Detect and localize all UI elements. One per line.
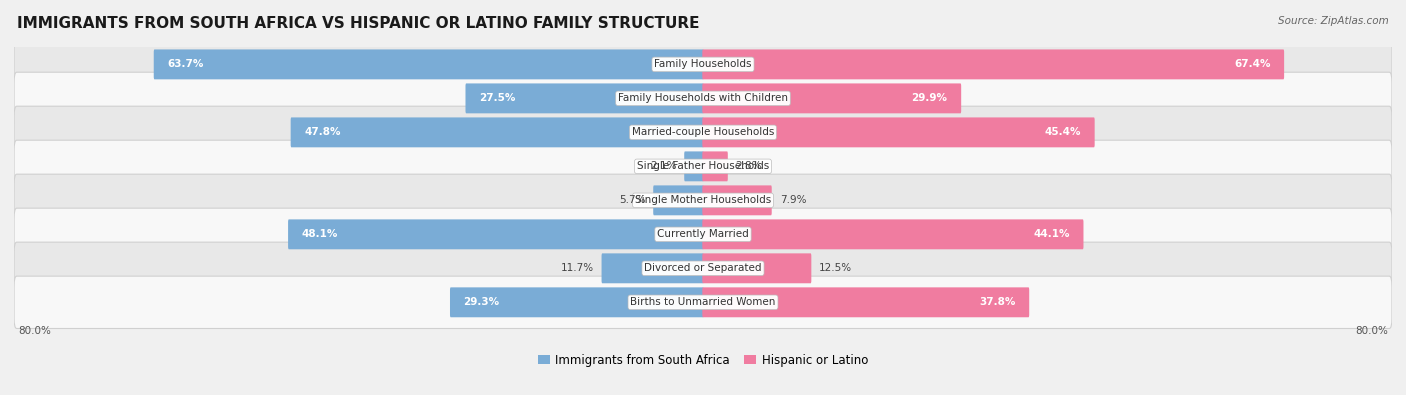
Text: 11.7%: 11.7% — [561, 263, 593, 273]
Text: Births to Unmarried Women: Births to Unmarried Women — [630, 297, 776, 307]
FancyBboxPatch shape — [14, 140, 1392, 192]
Text: 45.4%: 45.4% — [1045, 127, 1081, 137]
FancyBboxPatch shape — [703, 185, 772, 215]
FancyBboxPatch shape — [703, 83, 962, 113]
FancyBboxPatch shape — [703, 253, 811, 283]
FancyBboxPatch shape — [465, 83, 703, 113]
Text: 80.0%: 80.0% — [18, 325, 51, 336]
Text: Family Households with Children: Family Households with Children — [619, 93, 787, 103]
Text: Married-couple Households: Married-couple Households — [631, 127, 775, 137]
Text: 67.4%: 67.4% — [1234, 59, 1271, 70]
Text: Source: ZipAtlas.com: Source: ZipAtlas.com — [1278, 16, 1389, 26]
Text: Currently Married: Currently Married — [657, 229, 749, 239]
FancyBboxPatch shape — [703, 287, 1029, 317]
FancyBboxPatch shape — [14, 38, 1392, 90]
Text: Divorced or Separated: Divorced or Separated — [644, 263, 762, 273]
Text: 37.8%: 37.8% — [979, 297, 1015, 307]
FancyBboxPatch shape — [685, 151, 703, 181]
Text: 2.8%: 2.8% — [735, 162, 762, 171]
FancyBboxPatch shape — [602, 253, 703, 283]
FancyBboxPatch shape — [703, 49, 1284, 79]
FancyBboxPatch shape — [291, 117, 703, 147]
FancyBboxPatch shape — [14, 106, 1392, 158]
Text: 5.7%: 5.7% — [619, 196, 645, 205]
Text: Single Father Households: Single Father Households — [637, 162, 769, 171]
Text: 29.9%: 29.9% — [911, 93, 948, 103]
Text: 48.1%: 48.1% — [302, 229, 337, 239]
FancyBboxPatch shape — [703, 151, 728, 181]
FancyBboxPatch shape — [654, 185, 703, 215]
FancyBboxPatch shape — [14, 174, 1392, 226]
FancyBboxPatch shape — [450, 287, 703, 317]
FancyBboxPatch shape — [703, 117, 1095, 147]
Text: 2.1%: 2.1% — [650, 162, 676, 171]
Text: 47.8%: 47.8% — [304, 127, 340, 137]
Text: Single Mother Households: Single Mother Households — [636, 196, 770, 205]
Text: 63.7%: 63.7% — [167, 59, 204, 70]
Text: 29.3%: 29.3% — [464, 297, 499, 307]
Legend: Immigrants from South Africa, Hispanic or Latino: Immigrants from South Africa, Hispanic o… — [533, 349, 873, 372]
Text: 7.9%: 7.9% — [780, 196, 806, 205]
FancyBboxPatch shape — [153, 49, 703, 79]
FancyBboxPatch shape — [14, 276, 1392, 329]
Text: 12.5%: 12.5% — [820, 263, 852, 273]
FancyBboxPatch shape — [14, 72, 1392, 124]
Text: 44.1%: 44.1% — [1033, 229, 1070, 239]
FancyBboxPatch shape — [703, 219, 1084, 249]
Text: Family Households: Family Households — [654, 59, 752, 70]
FancyBboxPatch shape — [288, 219, 703, 249]
FancyBboxPatch shape — [14, 242, 1392, 295]
Text: 80.0%: 80.0% — [1355, 325, 1388, 336]
Text: IMMIGRANTS FROM SOUTH AFRICA VS HISPANIC OR LATINO FAMILY STRUCTURE: IMMIGRANTS FROM SOUTH AFRICA VS HISPANIC… — [17, 16, 699, 31]
Text: 27.5%: 27.5% — [479, 93, 516, 103]
FancyBboxPatch shape — [14, 208, 1392, 261]
